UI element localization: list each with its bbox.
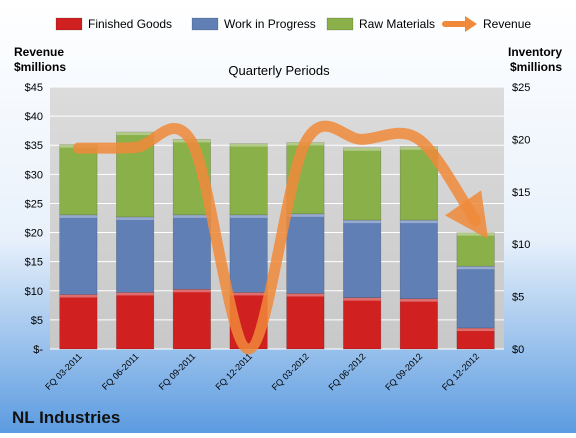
bar-work-in-progress — [286, 213, 325, 294]
bar-finished-goods — [456, 327, 495, 350]
bar-work-in-progress — [399, 219, 438, 299]
left-tick-label: $10 — [25, 286, 43, 298]
legend-label-work-in-progress: Work in Progress — [224, 17, 316, 31]
bar-highlight — [59, 294, 98, 298]
bar-highlight — [343, 220, 381, 224]
bar-raw-materials — [59, 144, 98, 216]
revenue-line-layer — [72, 120, 489, 355]
revenue-line — [72, 120, 489, 355]
bar-raw-materials — [229, 143, 268, 216]
bar-work-in-progress — [343, 219, 382, 298]
bar-raw-materials — [456, 232, 495, 267]
bar-work-in-progress — [116, 216, 155, 293]
bar-highlight — [173, 289, 211, 293]
legend-label-revenue: Revenue — [483, 17, 531, 31]
bar-highlight — [229, 214, 268, 218]
bar-work-in-progress — [172, 214, 211, 290]
bar-highlight — [229, 143, 268, 147]
left-axis-label-line1: Revenue — [14, 45, 64, 59]
legend-arrow-icon — [465, 16, 477, 32]
left-tick-label: $5 — [31, 315, 43, 327]
left-tick-label: $30 — [25, 169, 43, 181]
left-tick-label: $15 — [25, 257, 43, 269]
right-axis-label-line2: $millions — [510, 60, 562, 74]
bar-finished-goods — [59, 294, 98, 350]
bar-highlight — [286, 293, 325, 297]
bar-finished-goods — [343, 297, 382, 350]
bar-raw-materials — [343, 147, 382, 221]
bar-finished-goods — [399, 298, 438, 350]
left-tick-label: $45 — [25, 82, 43, 94]
bar-finished-goods — [286, 293, 325, 350]
bar-highlight — [116, 216, 154, 220]
bar-highlight — [116, 292, 154, 296]
legend: Finished Goods Work in Progress Raw Materi… — [55, 16, 531, 32]
bar-finished-goods — [172, 288, 211, 350]
bar-highlight — [116, 132, 154, 136]
bar-highlight — [286, 213, 325, 217]
right-tick-label: $20 — [512, 134, 530, 146]
right-tick-label: $0 — [512, 344, 524, 356]
bar-highlight — [173, 214, 211, 218]
bar-highlight — [456, 232, 495, 236]
legend-swatch-raw-materials — [326, 17, 354, 31]
bar-finished-goods — [116, 292, 155, 350]
bar-highlight — [400, 298, 438, 302]
right-tick-label: $5 — [512, 292, 524, 304]
legend-label-raw-materials: Raw Materials — [359, 17, 435, 31]
bar-highlight — [59, 214, 98, 218]
bar-highlight — [456, 328, 495, 332]
chart-title: Quarterly Periods — [228, 63, 330, 78]
right-tick-label: $25 — [512, 82, 530, 94]
left-axis-ticks: $- $5 $10 $15 $20 $25 $30 $35 $40 $45 — [25, 82, 44, 356]
right-tick-label: $10 — [512, 239, 530, 251]
legend-swatch-work-in-progress — [191, 17, 219, 31]
left-tick-label: $40 — [25, 111, 43, 123]
bar-work-in-progress — [229, 214, 268, 293]
bar-highlight — [343, 297, 381, 301]
bar-highlight — [400, 220, 438, 224]
legend-label-finished-goods: Finished Goods — [88, 17, 172, 31]
company-name: NL Industries — [12, 408, 120, 427]
right-tick-label: $15 — [512, 187, 530, 199]
left-axis-label-line2: $millions — [14, 60, 66, 74]
right-axis-label-line1: Inventory — [508, 45, 562, 59]
bar-work-in-progress — [59, 214, 98, 295]
bar-highlight — [343, 147, 381, 151]
left-tick-label: $25 — [25, 198, 43, 210]
bar-highlight — [456, 266, 495, 270]
right-axis-ticks: $0 $5 $10 $15 $20 $25 — [512, 82, 530, 356]
legend-swatch-finished-goods — [55, 17, 83, 31]
bar-work-in-progress — [456, 265, 495, 329]
left-tick-label: $20 — [25, 228, 43, 240]
left-tick-label: $- — [33, 344, 43, 356]
bar-highlight — [400, 146, 438, 150]
bar-highlight — [229, 292, 268, 296]
left-tick-label: $35 — [25, 140, 43, 152]
